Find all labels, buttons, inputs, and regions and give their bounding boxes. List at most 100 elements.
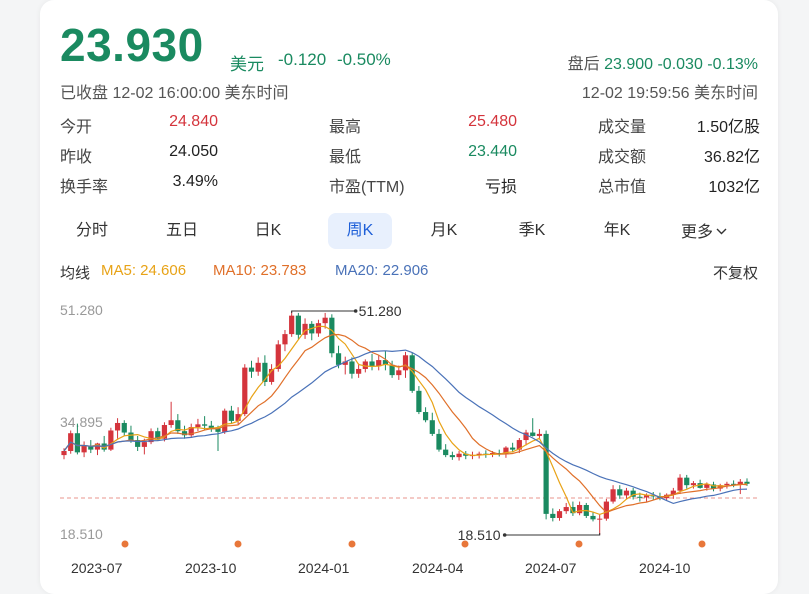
candle-body xyxy=(114,422,121,431)
candle-body xyxy=(148,431,154,443)
tab-more[interactable]: 更多 xyxy=(672,213,736,249)
tab-7[interactable]: 年K xyxy=(603,222,631,239)
period-tabs: 分时 五日 日K 周K 月K 季K 年K 更多 xyxy=(40,213,778,249)
candle-body xyxy=(315,323,322,334)
stat-label: 成交额 xyxy=(598,149,647,166)
candle-body xyxy=(389,364,395,376)
after-hours-time: 12-02 19:59:56 美东时间 xyxy=(581,85,758,102)
candle-body xyxy=(121,422,127,433)
candle-body xyxy=(409,355,415,391)
change-value: -0.120 xyxy=(278,50,327,69)
stat-value: 36.82亿 xyxy=(703,149,760,166)
ma-title: 均线 xyxy=(60,265,91,282)
after-hours-label: 盘后 xyxy=(567,56,600,73)
min-price-label: 18.510 xyxy=(458,527,501,543)
candle-body xyxy=(550,513,556,518)
stat-value: 1.50亿股 xyxy=(696,119,760,136)
candle-body xyxy=(175,420,181,432)
quote-card: 23.930 美元 -0.120 -0.50% 已收盘 12-02 16:00:… xyxy=(40,0,778,594)
candle-body xyxy=(489,453,496,455)
candle-body xyxy=(630,490,636,497)
candle-body xyxy=(396,370,402,376)
candle-body xyxy=(228,410,235,421)
candle-body xyxy=(456,453,462,458)
candle-body xyxy=(737,481,743,485)
adjust-toggle[interactable]: 不复权 xyxy=(712,265,758,282)
candle-body xyxy=(108,430,114,450)
stat-label: 昨收 xyxy=(60,149,93,166)
stat-value: 23.440 xyxy=(468,143,517,160)
tab-more-label: 更多 xyxy=(680,224,713,241)
candle-body xyxy=(436,433,442,450)
event-dot xyxy=(575,540,583,548)
last-price: 23.930 xyxy=(60,19,204,71)
candle-body xyxy=(362,361,368,369)
candle-body xyxy=(222,410,228,432)
max-marker-dot xyxy=(353,309,358,313)
candle-body xyxy=(242,367,248,415)
tab-1[interactable]: 分时 xyxy=(75,222,108,239)
candle-body xyxy=(677,477,683,491)
candle-body xyxy=(690,483,697,486)
tab-6[interactable]: 季K xyxy=(518,222,546,239)
y-tick-label: 18.510 xyxy=(60,526,103,542)
after-hours-pct: -0.13% xyxy=(707,56,758,73)
ma10-value: MA10: 23.783 xyxy=(213,262,307,279)
candle-body xyxy=(74,433,80,453)
candle-body xyxy=(637,496,643,498)
candle-body xyxy=(268,368,275,382)
candle-body xyxy=(744,481,750,484)
tab-2[interactable]: 五日 xyxy=(165,222,198,239)
candle-body xyxy=(536,433,543,436)
stat-value: 3.49% xyxy=(172,173,218,190)
change-pct: -0.50% xyxy=(336,50,391,69)
candle-body xyxy=(530,432,536,436)
ma5-line xyxy=(63,325,748,516)
candle-body xyxy=(282,334,288,345)
candle-body xyxy=(576,504,583,514)
candle-body xyxy=(369,361,375,367)
candle-body xyxy=(356,368,362,374)
candle-body xyxy=(623,490,630,496)
stat-value: 1032亿 xyxy=(708,179,760,196)
candle-body xyxy=(449,455,455,458)
stat-label: 成交量 xyxy=(598,119,647,136)
price-change: -0.120 -0.50% xyxy=(278,50,391,70)
y-tick-label: 34.895 xyxy=(60,414,103,430)
candle-body xyxy=(181,431,188,436)
candle-body xyxy=(704,484,710,488)
event-dot xyxy=(698,540,706,548)
candle-body xyxy=(295,315,301,335)
tab-3[interactable]: 日K xyxy=(254,222,282,239)
stat-label: 总市值 xyxy=(598,179,647,196)
x-tick-label: 2024-04 xyxy=(412,560,464,576)
min-marker-line xyxy=(504,533,601,536)
candle-body xyxy=(61,450,67,456)
min-marker-dot xyxy=(502,533,507,537)
kline-chart[interactable]: 51.280 34.895 18.510 51.280 18.510 2023-07 202… xyxy=(40,290,778,594)
candle-body xyxy=(590,515,596,520)
candle-body xyxy=(289,315,295,335)
candle-body xyxy=(650,495,656,497)
candle-body xyxy=(443,449,449,456)
candle-body xyxy=(643,495,650,498)
tab-4[interactable]: 周K xyxy=(328,213,392,249)
candle-body xyxy=(724,483,730,486)
stat-value: 亏损 xyxy=(484,179,517,196)
event-dot xyxy=(234,540,242,548)
candle-body xyxy=(422,412,429,421)
candle-body xyxy=(382,360,389,365)
ma20-value: MA20: 22.906 xyxy=(335,262,429,279)
x-tick-label: 2024-01 xyxy=(298,560,350,576)
tab-5[interactable]: 月K xyxy=(430,222,458,239)
candle-body xyxy=(597,518,603,520)
candle-body xyxy=(543,433,549,514)
stat-value: 25.480 xyxy=(468,113,517,130)
candle-body xyxy=(248,367,255,372)
event-dot xyxy=(121,540,129,548)
candle-body xyxy=(670,490,676,495)
y-tick-label: 51.280 xyxy=(60,302,103,318)
max-price-label: 51.280 xyxy=(359,303,402,319)
candle-body xyxy=(235,414,241,421)
candle-body xyxy=(610,489,616,502)
